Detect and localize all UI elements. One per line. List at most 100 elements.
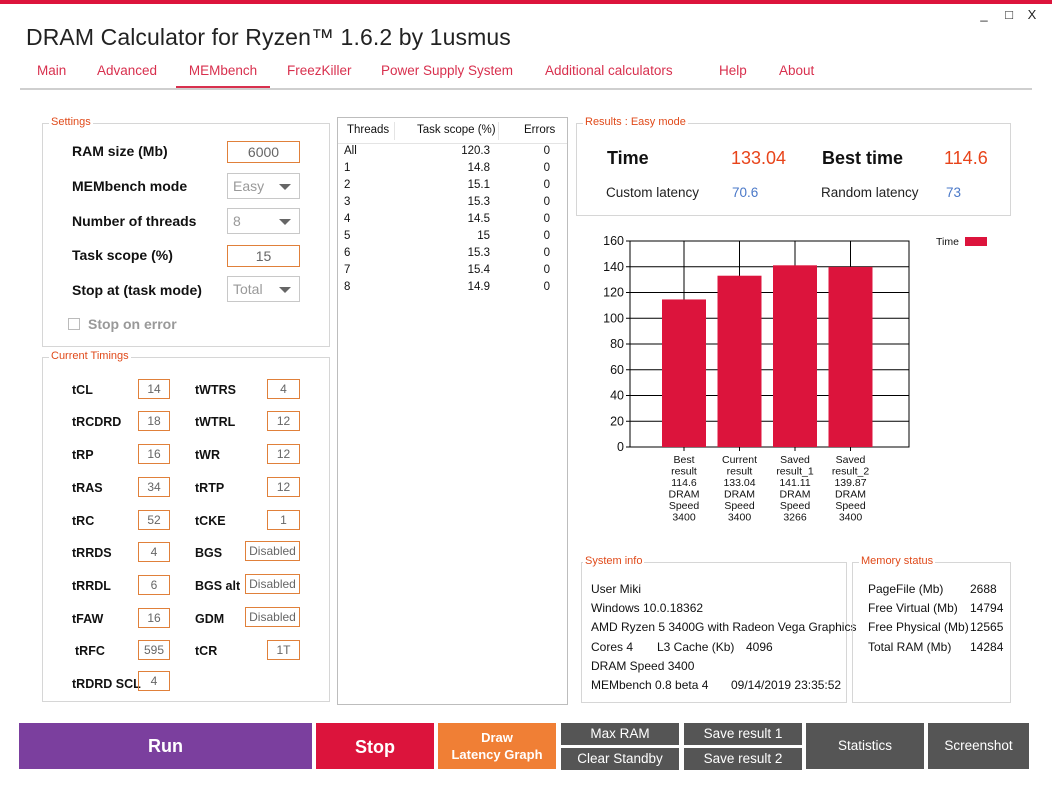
system-info-l3-value: 4096 <box>746 640 773 654</box>
timing-value-trrdl: 6 <box>138 575 170 595</box>
timing-value-trc: 52 <box>138 510 170 530</box>
column-header-errors[interactable]: Errors <box>524 124 556 136</box>
timing-label-tcke: tCKE <box>195 514 226 528</box>
timing-value-trtp: 12 <box>267 477 300 497</box>
close-button[interactable]: X <box>1027 7 1037 22</box>
timing-label-tfaw: tFAW <box>72 612 104 626</box>
number-of-threads-select[interactable]: 8 <box>227 208 300 234</box>
timing-label-trtp: tRTP <box>195 481 225 495</box>
x-tick-label-line: result_2 <box>832 466 870 478</box>
x-tick-label-line: Saved <box>780 454 810 466</box>
system-info-l3-label: L3 Cache (Kb) <box>657 640 735 654</box>
max-ram-button[interactable]: Max RAM <box>561 723 679 745</box>
random-latency-label: Random latency <box>821 185 919 200</box>
title-accent-bar <box>0 0 1052 4</box>
memory-status-group: Memory status PageFile (Mb) 2688 Free Vi… <box>852 555 1011 703</box>
best-time-value: 114.6 <box>944 148 988 168</box>
chart-bar <box>828 266 873 447</box>
tab-advanced[interactable]: Advanced <box>97 63 158 78</box>
membench-mode-value: Easy <box>233 178 265 194</box>
current-timings-group: Current Timings tCL 14 tRCDRD 18 tRP 16 … <box>42 350 330 702</box>
stop-at-value: Total <box>233 281 263 297</box>
table-row-errors: 0 <box>543 230 550 242</box>
table-row-task-scope: 14.8 <box>467 162 490 174</box>
threads-table <box>337 117 568 705</box>
time-label: Time <box>607 148 649 168</box>
system-info-group: System info User Miki Windows 10.0.18362… <box>581 555 856 703</box>
task-scope-input[interactable]: 15 <box>227 245 300 267</box>
memory-total-ram-value: 14284 <box>970 640 1004 654</box>
tab-main[interactable]: Main <box>37 63 67 78</box>
column-header-threads[interactable]: Threads <box>347 124 390 136</box>
stop-at-select[interactable]: Total <box>227 276 300 302</box>
timing-value-twtrl: 12 <box>267 411 300 431</box>
tab-membench[interactable]: MEMbench <box>176 63 270 89</box>
timing-label-twtrs: tWTRS <box>195 383 236 397</box>
draw-latency-graph-button[interactable]: Draw Latency Graph <box>438 723 556 769</box>
table-row-errors: 0 <box>543 179 550 191</box>
chevron-down-icon <box>279 184 291 190</box>
tab-additional-calculators[interactable]: Additional calculators <box>545 63 673 78</box>
table-row-threads: 3 <box>344 196 351 208</box>
chart-bar <box>662 299 706 447</box>
x-tick-label-line: 3400 <box>672 512 696 524</box>
x-tick-label-line: 3400 <box>728 512 752 524</box>
ram-size-label: RAM size (Mb) <box>72 143 168 159</box>
maximize-button[interactable]: □ <box>1005 7 1013 22</box>
minimize-button[interactable]: _ <box>980 7 988 22</box>
column-header-task-scope[interactable]: Task scope (%) <box>417 124 496 136</box>
table-row-threads: 4 <box>344 213 351 225</box>
x-tick-label: Best result 114.6 DRAM Speed 3400 <box>669 454 700 524</box>
y-tick-label: 140 <box>603 260 624 274</box>
timing-value-trp: 16 <box>138 444 170 464</box>
y-tick-label: 20 <box>610 414 624 428</box>
time-value: 133.04 <box>731 148 787 168</box>
timing-value-tcr: 1T <box>267 640 300 660</box>
timing-label-bgs-alt: BGS alt <box>195 579 241 593</box>
timing-label-bgs: BGS <box>195 546 223 560</box>
x-tick-label-line: Speed <box>669 500 700 512</box>
tab-about[interactable]: About <box>779 63 815 78</box>
number-of-threads-value: 8 <box>233 213 241 229</box>
timing-value-tcl: 14 <box>138 379 170 399</box>
stop-on-error-checkbox[interactable] <box>68 318 80 330</box>
save-result-1-button[interactable]: Save result 1 <box>684 723 802 745</box>
timing-label-trfc: tRFC <box>75 644 105 658</box>
column-divider <box>394 122 395 140</box>
run-button[interactable]: Run <box>19 723 312 769</box>
statistics-button[interactable]: Statistics <box>806 723 924 769</box>
chart-bar <box>773 265 817 447</box>
x-tick-label-line: Speed <box>724 500 755 512</box>
settings-legend: Settings <box>49 116 93 128</box>
x-tick-label-line: result <box>671 466 697 478</box>
x-tick-label-line: Best <box>673 454 694 466</box>
memory-free-physical-label: Free Physical (Mb) <box>868 620 969 634</box>
screenshot-button[interactable]: Screenshot <box>928 723 1029 769</box>
table-header-divider <box>338 143 567 144</box>
membench-mode-select[interactable]: Easy <box>227 173 300 199</box>
system-info-user: User Miki <box>591 582 641 596</box>
tab-help[interactable]: Help <box>719 63 747 78</box>
table-row-threads: 5 <box>344 230 351 242</box>
table-row-errors: 0 <box>543 247 550 259</box>
timing-label-tras: tRAS <box>72 481 103 495</box>
timing-label-trdrd-scl: tRDRD SCL <box>72 677 141 691</box>
tab-freezkiller[interactable]: FreezKiller <box>287 63 352 78</box>
table-row-errors: 0 <box>543 145 550 157</box>
stop-button[interactable]: Stop <box>316 723 434 769</box>
ram-size-input[interactable]: 6000 <box>227 141 300 163</box>
timing-value-trfc: 595 <box>138 640 170 660</box>
tab-power-supply-system[interactable]: Power Supply System <box>381 63 514 78</box>
memory-total-ram-label: Total RAM (Mb) <box>868 640 952 654</box>
y-tick-label: 100 <box>603 311 624 325</box>
x-tick-label: Current result 133.04 DRAM Speed 3400 <box>722 454 757 524</box>
clear-standby-button[interactable]: Clear Standby <box>561 748 679 770</box>
save-result-2-button[interactable]: Save result 2 <box>684 748 802 770</box>
system-info-legend: System info <box>583 555 645 567</box>
chevron-down-icon <box>279 219 291 225</box>
table-row-task-scope: 15.3 <box>467 196 490 208</box>
memory-pagefile-value: 2688 <box>970 582 997 596</box>
table-row-errors: 0 <box>543 213 550 225</box>
results-group: Results : Easy mode Time 133.04 Best tim… <box>576 116 1011 216</box>
